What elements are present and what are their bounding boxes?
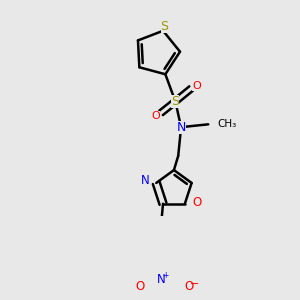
Text: +: +: [162, 272, 168, 280]
Text: O: O: [192, 196, 201, 209]
Text: S: S: [171, 95, 179, 108]
Text: N: N: [157, 273, 166, 286]
Text: O: O: [184, 280, 194, 293]
Text: O: O: [192, 81, 201, 91]
Text: O: O: [136, 280, 145, 293]
Text: O: O: [151, 111, 160, 121]
Text: CH₃: CH₃: [218, 119, 237, 129]
Text: N: N: [176, 121, 186, 134]
Text: N: N: [141, 174, 150, 187]
Text: −: −: [190, 279, 200, 289]
Text: S: S: [160, 20, 169, 33]
